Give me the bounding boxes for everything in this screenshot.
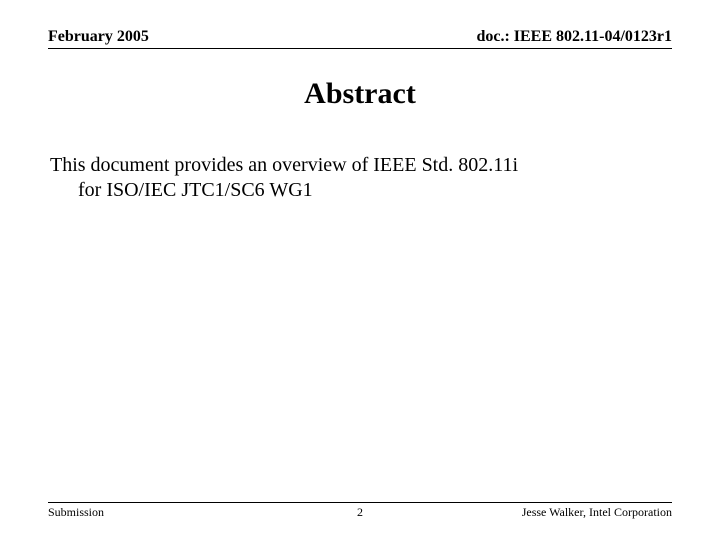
footer-author: Jesse Walker, Intel Corporation: [522, 505, 672, 520]
slide-page: February 2005 doc.: IEEE 802.11-04/0123r…: [0, 0, 720, 540]
body-line-1: This document provides an overview of IE…: [50, 154, 518, 176]
footer-rule: [48, 502, 672, 503]
header-doc-ref: doc.: IEEE 802.11-04/0123r1: [476, 28, 672, 46]
body-line-2: for ISO/IEC JTC1/SC6 WG1: [50, 178, 670, 203]
footer-row: Submission 2 Jesse Walker, Intel Corpora…: [48, 505, 672, 520]
slide-footer: Submission 2 Jesse Walker, Intel Corpora…: [48, 502, 672, 520]
page-title: Abstract: [48, 77, 672, 111]
body-text: This document provides an overview of IE…: [48, 153, 672, 203]
footer-left: Submission: [48, 505, 104, 520]
slide-header: February 2005 doc.: IEEE 802.11-04/0123r…: [48, 28, 672, 49]
header-date: February 2005: [48, 28, 149, 46]
